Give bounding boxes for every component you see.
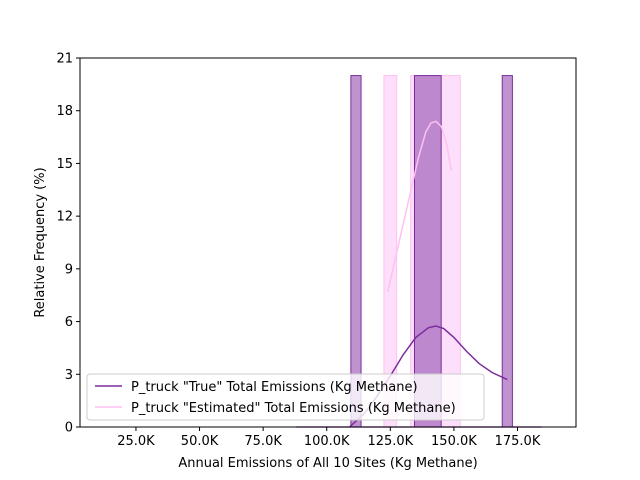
legend-box	[86, 373, 485, 421]
kde-line-estimated	[387, 120, 453, 292]
y-axis-title: Relative Frequency (%)	[33, 167, 48, 317]
y-tick-label: 15	[56, 157, 73, 172]
x-tick-label: 150.0K	[431, 434, 477, 449]
legend-label-estimated: P_truck "Estimated" Total Emissions (Kg …	[131, 401, 456, 416]
x-tick-label: 125.0K	[367, 434, 413, 449]
x-tick-label: 75.0K	[244, 434, 282, 449]
bar-true-2	[501, 75, 513, 428]
y-tick-label: 18	[56, 104, 73, 119]
x-tick-label: 50.0K	[181, 434, 219, 449]
plot-frame	[79, 57, 577, 428]
x-tick-label: 100.0K	[304, 434, 350, 449]
x-tick-label: 175.0K	[495, 434, 541, 449]
y-tick-label: 6	[65, 315, 73, 330]
y-tick-label: 12	[56, 210, 73, 225]
x-tick-label: 25.0K	[117, 434, 155, 449]
legend: P_truck "True" Total Emissions (Kg Metha…	[86, 373, 485, 421]
legend-label-true: P_truck "True" Total Emissions (Kg Metha…	[131, 380, 418, 395]
x-axis-title: Annual Emissions of All 10 Sites (Kg Met…	[178, 456, 477, 471]
y-tick-label: 9	[65, 262, 73, 277]
y-tick-label: 0	[65, 421, 73, 436]
y-axis-ticks: 0 3 6 9 12 15 18 21	[56, 52, 80, 436]
y-tick-label: 3	[65, 368, 73, 383]
y-tick-label: 21	[56, 52, 73, 67]
x-axis-ticks: 25.0K 50.0K 75.0K 100.0K 125.0K 150.0K 175.0K	[117, 427, 541, 449]
bar-true-1	[413, 75, 442, 428]
